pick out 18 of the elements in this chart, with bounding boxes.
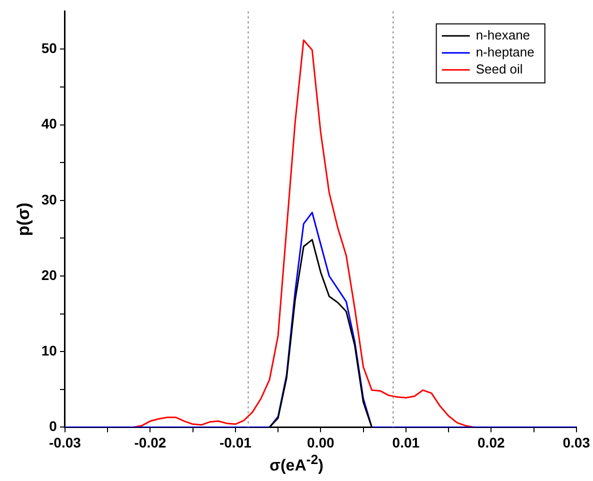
x-tick-label: -0.03 (49, 434, 82, 450)
legend-label: Seed oil (476, 61, 523, 76)
y-tick-label: 10 (41, 342, 58, 358)
y-tick-label: 40 (41, 116, 58, 132)
x-axis-title: σ(eA$^{-2}$) (268, 452, 324, 476)
y-tick-label: 30 (41, 191, 58, 208)
x-tick-label: 0.02 (478, 434, 505, 450)
y-axis-title: p(σ) (14, 202, 33, 236)
x-tick-label: 0.01 (392, 434, 420, 450)
legend-label: n-heptane (476, 44, 534, 60)
legend-label: n-hexane (476, 27, 530, 42)
y-tick-label: 20 (41, 266, 58, 283)
x-tick-label: 0.00 (307, 434, 335, 450)
x-tick-label: -0.01 (219, 434, 252, 450)
y-tick-label: 0 (49, 418, 58, 434)
y-tick-label: 50 (41, 40, 58, 56)
x-tick-label: 0.03 (562, 434, 590, 450)
x-tick-label: -0.02 (134, 434, 166, 450)
